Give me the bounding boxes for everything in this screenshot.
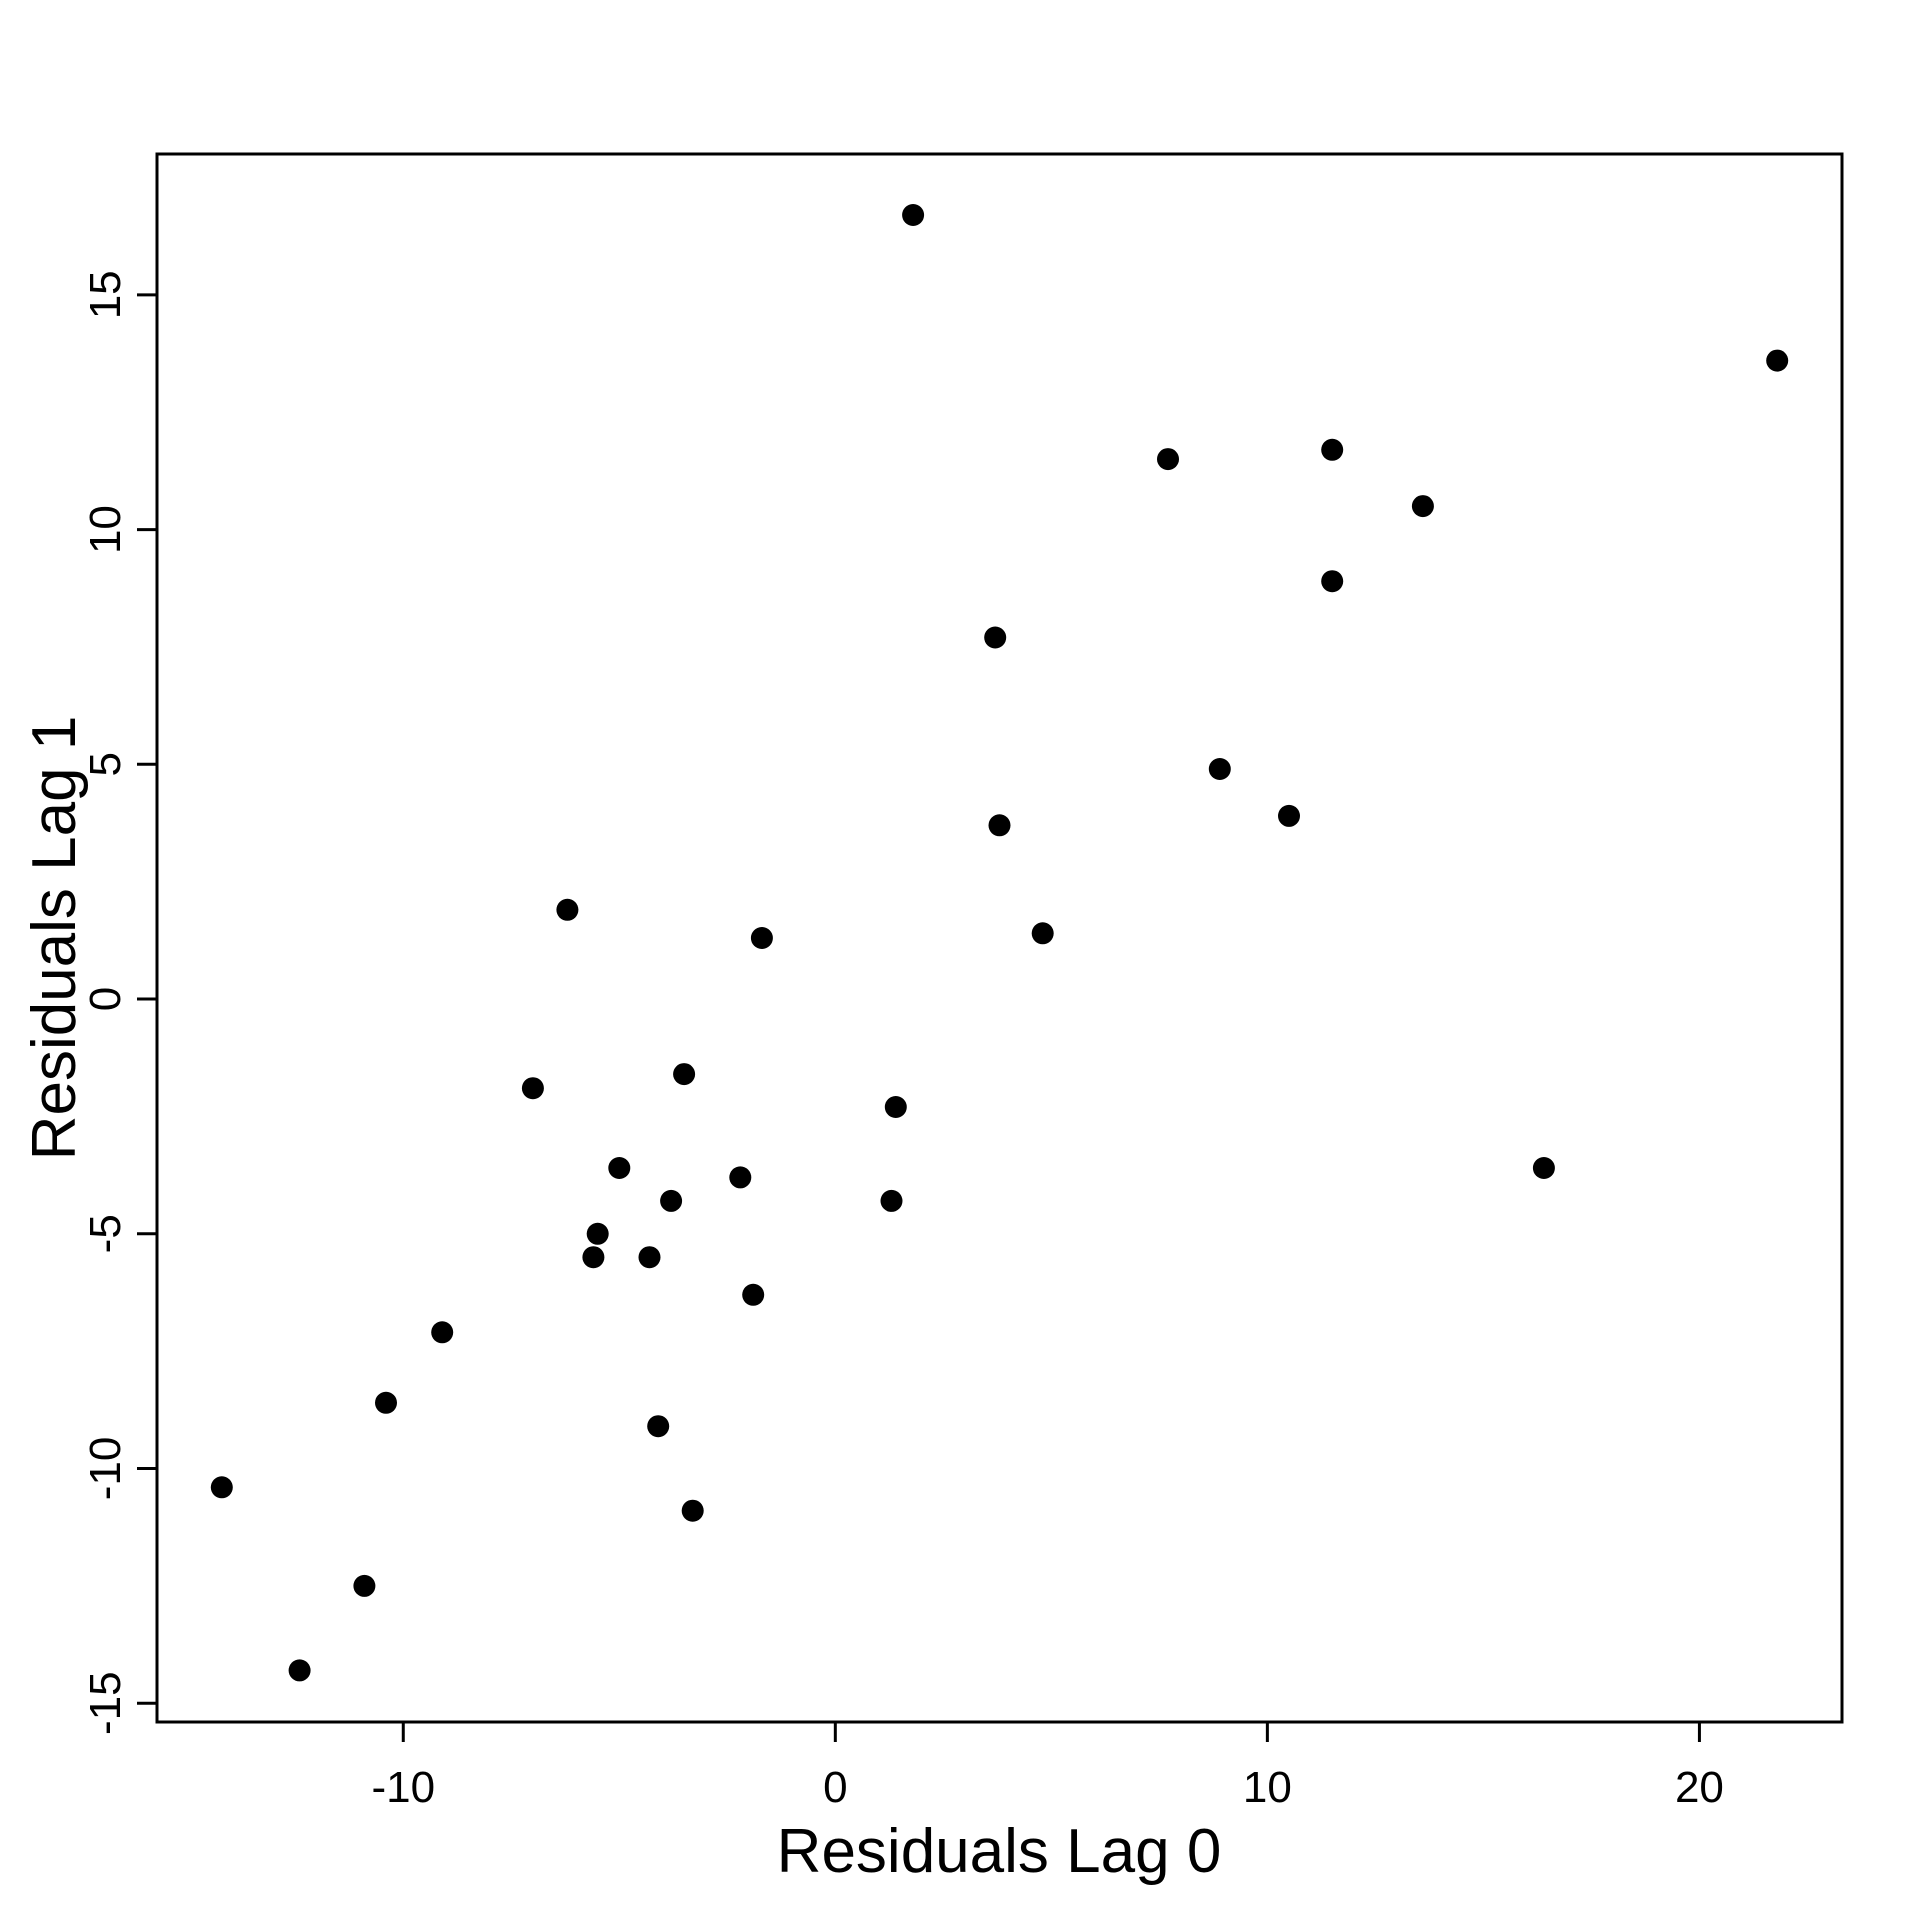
- data-point: [884, 1096, 907, 1118]
- y-tick-label: 0: [81, 987, 130, 1011]
- data-point: [288, 1659, 311, 1682]
- data-point: [638, 1246, 661, 1269]
- data-point: [210, 1476, 233, 1499]
- data-point: [660, 1189, 683, 1212]
- data-point: [902, 204, 925, 226]
- y-tick-label: 5: [81, 752, 130, 776]
- data-point: [984, 626, 1007, 649]
- plot-box: [155, 152, 1844, 1724]
- y-tick-label: -15: [81, 1671, 130, 1735]
- y-axis-tick-labels: -15 -10 -5 0 5 10 15: [81, 270, 130, 1735]
- data-point: [586, 1222, 609, 1245]
- data-point: [1157, 448, 1179, 471]
- data-point: [431, 1321, 454, 1344]
- data-point: [647, 1415, 670, 1438]
- data-point: [673, 1063, 696, 1086]
- data-points: [210, 204, 1789, 1682]
- y-axis-ticks: [137, 293, 157, 1705]
- data-point: [1208, 758, 1231, 780]
- y-tick-label: -10: [81, 1437, 130, 1501]
- data-point: [353, 1574, 376, 1597]
- data-point: [1278, 804, 1300, 827]
- data-point: [1766, 349, 1789, 372]
- data-point: [750, 927, 773, 949]
- x-tick-label: 20: [1675, 1763, 1724, 1812]
- y-tick-label: 15: [81, 270, 130, 319]
- data-point: [681, 1499, 704, 1522]
- x-axis-tick-labels: -10 0 10 20: [371, 1763, 1723, 1812]
- data-point: [375, 1391, 397, 1414]
- y-tick-label: 10: [81, 505, 130, 554]
- data-point: [521, 1077, 544, 1100]
- data-point: [729, 1166, 752, 1189]
- x-tick-label: 10: [1243, 1763, 1292, 1812]
- data-point: [556, 898, 579, 921]
- data-point: [1321, 438, 1344, 461]
- x-axis-title: Residuals Lag 0: [777, 1817, 1222, 1886]
- data-point: [880, 1189, 903, 1212]
- data-point: [1532, 1157, 1555, 1179]
- data-point: [582, 1246, 605, 1269]
- x-axis-ticks: [401, 1722, 1701, 1742]
- data-point: [1031, 922, 1054, 945]
- data-point: [1321, 570, 1344, 593]
- y-tick-label: -5: [81, 1214, 130, 1253]
- y-axis-title: Residuals Lag 1: [20, 716, 89, 1161]
- x-tick-label: -10: [371, 1763, 435, 1812]
- data-point: [742, 1283, 765, 1306]
- data-point: [608, 1157, 631, 1179]
- x-tick-label: 0: [823, 1763, 847, 1812]
- data-point: [1411, 495, 1434, 518]
- data-point: [988, 814, 1011, 837]
